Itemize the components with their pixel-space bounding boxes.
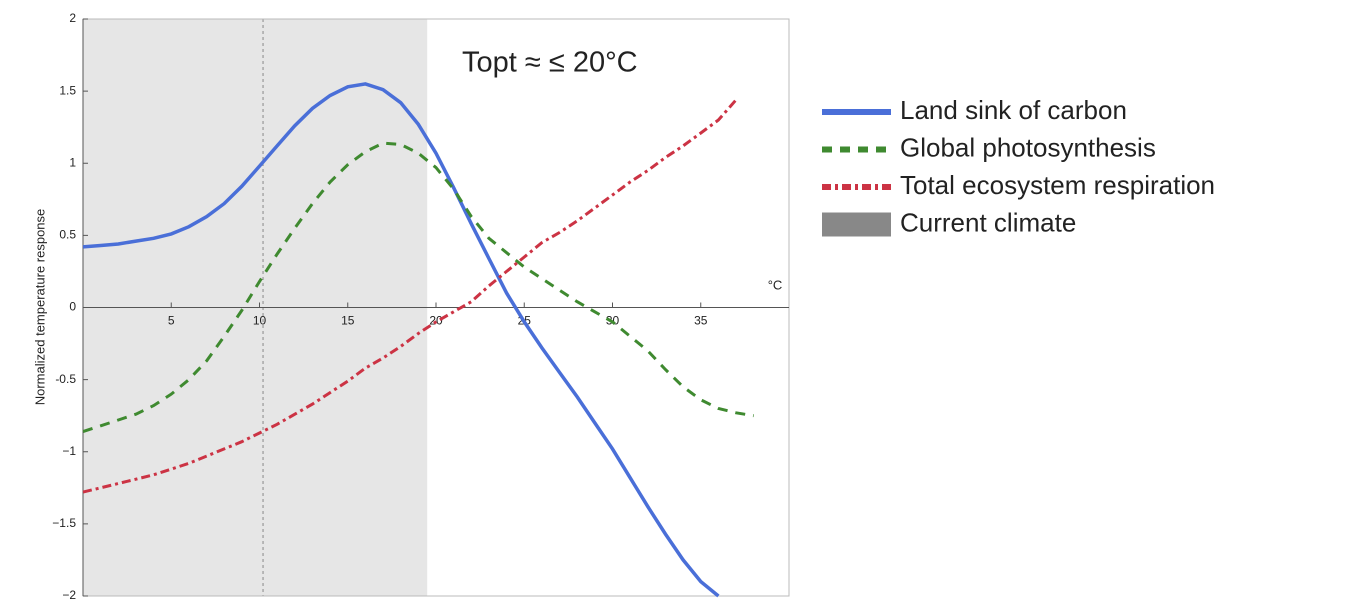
legend-label: Global photosynthesis <box>900 132 1156 162</box>
x-tick-label: 15 <box>341 314 355 328</box>
series-line <box>82 141 754 434</box>
y-tick-label: 2 <box>69 11 76 25</box>
legend-label: Total ecosystem respiration <box>900 170 1215 200</box>
y-tick-label: −2 <box>62 588 76 602</box>
x-axis-label: °C <box>768 277 783 292</box>
x-tick-label: 5 <box>168 314 175 328</box>
legend-label: Current climate <box>900 207 1076 237</box>
x-tick-label: 20 <box>429 314 443 328</box>
series-line <box>82 82 720 598</box>
x-tick-label: 35 <box>694 314 708 328</box>
series-line <box>82 98 738 494</box>
legend-swatch <box>822 212 891 237</box>
y-tick-label: −1.5 <box>52 516 76 530</box>
annotation: Topt ≈ ≤ 20°C <box>462 47 638 79</box>
y-tick-label: 0 <box>69 300 76 314</box>
x-tick-label: 10 <box>253 314 267 328</box>
legend-label: Land sink of carbon <box>900 95 1127 125</box>
y-tick-label: 1.5 <box>59 83 76 97</box>
y-tick-label: -0.5 <box>55 372 76 386</box>
y-axis-label: Normalized temperature response <box>32 209 47 406</box>
y-tick-label: −1 <box>62 444 76 458</box>
y-tick-label: 0.5 <box>59 228 76 242</box>
y-tick-label: 1 <box>69 155 76 169</box>
